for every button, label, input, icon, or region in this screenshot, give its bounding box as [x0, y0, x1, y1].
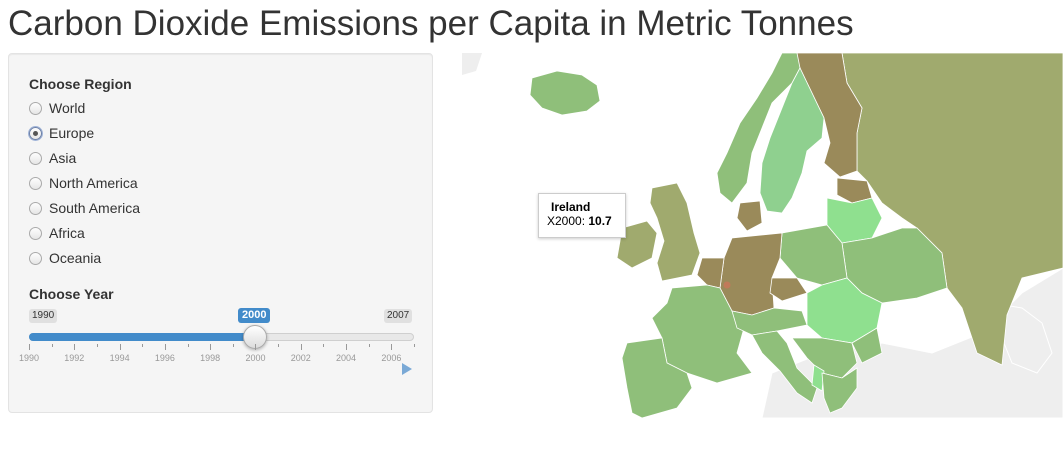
slider-tick — [346, 344, 348, 350]
radio-label: Asia — [49, 150, 77, 166]
country-germany[interactable] — [719, 232, 783, 316]
slider-tick — [414, 344, 415, 347]
country-norway[interactable] — [716, 53, 801, 204]
country-bulgaria[interactable] — [851, 327, 883, 364]
country-greece[interactable] — [821, 367, 858, 414]
radio-label: World — [49, 100, 86, 116]
country-iceland[interactable] — [529, 70, 601, 116]
radio-button[interactable] — [29, 151, 42, 165]
radio-label: Europe — [49, 125, 95, 141]
radio-north-america[interactable]: North America — [29, 173, 138, 193]
tooltip-country: Ireland — [551, 200, 591, 214]
play-icon[interactable] — [402, 363, 412, 375]
radio-world[interactable]: World — [29, 98, 85, 118]
radio-button[interactable] — [29, 226, 42, 240]
radio-asia[interactable]: Asia — [29, 148, 76, 168]
radio-south-america[interactable]: South America — [29, 198, 140, 218]
year-slider-handle[interactable] — [243, 325, 268, 349]
country-benelux[interactable] — [696, 257, 725, 289]
tooltip-value: 10.7 — [588, 214, 612, 228]
radio-africa[interactable]: Africa — [29, 223, 85, 243]
slider-tick — [29, 344, 30, 350]
slider-tick — [51, 344, 53, 347]
radio-button[interactable] — [29, 176, 42, 190]
slider-tick — [164, 344, 166, 350]
slider-min-label: 1990 — [29, 309, 58, 323]
slider-tick — [96, 344, 98, 347]
slider-tick — [232, 344, 234, 347]
country-balkans[interactable] — [791, 337, 858, 379]
slider-max-label: 2007 — [384, 309, 413, 323]
no-data-region — [462, 53, 482, 75]
slider-tick-label: 1998 — [200, 353, 221, 363]
slider-tick — [210, 344, 212, 350]
year-slider-fill — [29, 333, 256, 341]
slider-tick — [74, 344, 76, 350]
radio-button-selected[interactable] — [29, 126, 42, 140]
radio-button[interactable] — [29, 201, 42, 215]
slider-tick — [278, 344, 280, 347]
slider-tick-label: 1996 — [154, 353, 175, 363]
slider-tick — [300, 344, 302, 350]
country-spain-portugal[interactable] — [621, 337, 693, 418]
radio-label: South America — [49, 200, 141, 216]
radio-button[interactable] — [29, 101, 42, 115]
radio-label: Oceania — [49, 250, 102, 266]
country-czech[interactable] — [769, 277, 808, 302]
map-tooltip: Ireland X2000: 10.7 — [538, 193, 626, 238]
radio-label: North America — [49, 175, 138, 191]
slider-tick-label: 2000 — [245, 353, 266, 363]
slider-tick — [368, 344, 370, 347]
country-albania[interactable] — [811, 364, 825, 392]
slider-tick-label: 1990 — [18, 353, 40, 363]
country-france[interactable] — [651, 284, 753, 384]
slider-tick — [187, 344, 189, 347]
slider-tick-label: 1994 — [109, 353, 130, 363]
slider-tick — [323, 344, 325, 347]
radio-oceania[interactable]: Oceania — [29, 248, 101, 268]
slider-tick — [391, 344, 393, 350]
page-title: Carbon Dioxide Emissions per Capita in M… — [8, 4, 854, 43]
radio-europe[interactable]: Europe — [29, 123, 94, 143]
slider-tick-label: 2004 — [336, 353, 357, 363]
slider-value-label: 2000 — [238, 308, 271, 323]
country-hungary-romania[interactable] — [806, 277, 883, 344]
control-panel: Choose Region World Europe Asia North Am… — [8, 53, 433, 413]
country-luxembourg[interactable] — [723, 281, 731, 289]
slider-tick — [142, 344, 144, 347]
country-italy[interactable] — [751, 330, 818, 404]
year-label: Choose Year — [29, 286, 114, 302]
country-ireland[interactable] — [616, 220, 658, 269]
radio-label: Africa — [49, 225, 85, 241]
tooltip-series: X2000 — [547, 214, 582, 228]
tooltip-colon: : — [581, 214, 589, 228]
country-denmark[interactable] — [736, 200, 763, 232]
slider-tick — [119, 344, 121, 350]
country-sweden[interactable] — [759, 67, 825, 214]
radio-button[interactable] — [29, 251, 42, 265]
slider-tick-label: 2002 — [290, 353, 311, 363]
region-label: Choose Region — [29, 76, 132, 92]
country-uk[interactable] — [649, 182, 701, 282]
map-svg — [462, 53, 1063, 418]
slider-tick-label: 2006 — [381, 353, 402, 363]
slider-tick-label: 1992 — [64, 353, 85, 363]
